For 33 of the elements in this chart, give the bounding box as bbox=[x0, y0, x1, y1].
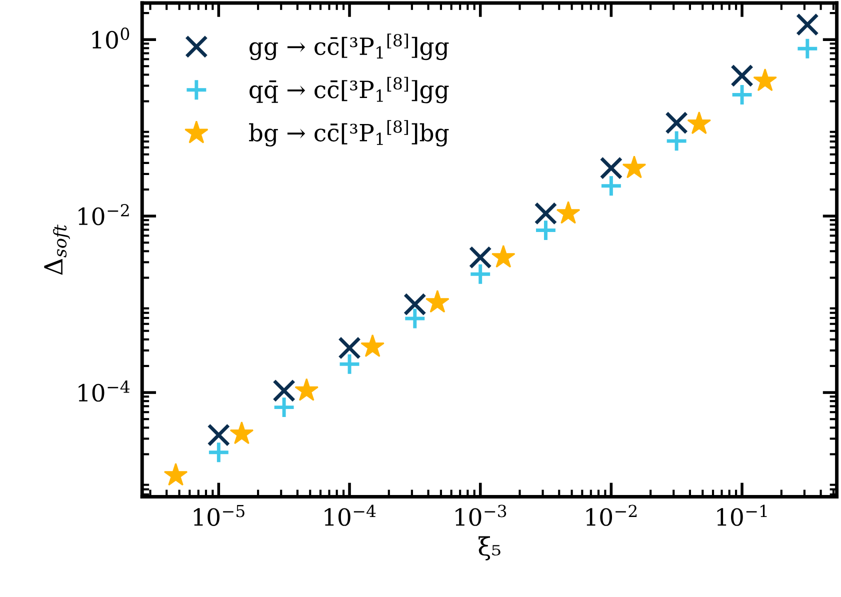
point bbox=[207, 440, 230, 464]
y-tick-label: 10$^{−2}$ bbox=[78, 204, 129, 226]
legend-label: bg → cc̄[³P$_{1}$$^{[8]}$]bg bbox=[249, 120, 449, 146]
y-tick-label: 10$^{−4}$ bbox=[78, 380, 130, 402]
point bbox=[534, 202, 558, 225]
point bbox=[796, 13, 819, 36]
legend-label: gg → cc̄[³P$_{1}$$^{[8]}$]gg bbox=[250, 34, 449, 60]
point bbox=[272, 379, 296, 402]
x-tick-label: 10$^{−5}$ bbox=[194, 504, 244, 526]
point bbox=[796, 37, 819, 60]
point bbox=[403, 292, 426, 316]
y-axis-title: Δ$_{soft}$ bbox=[44, 224, 70, 275]
point bbox=[730, 64, 754, 88]
point bbox=[468, 246, 492, 269]
point bbox=[272, 396, 296, 419]
point bbox=[338, 352, 361, 376]
x-tick-label: 10$^{−4}$ bbox=[324, 504, 376, 526]
point bbox=[338, 336, 361, 360]
point bbox=[665, 130, 688, 152]
point bbox=[665, 111, 688, 134]
point bbox=[730, 83, 754, 106]
point bbox=[600, 174, 623, 198]
legend-label: qq̄ → cc̄[³P$_{1}$$^{[8]}$]gg bbox=[250, 76, 449, 104]
point bbox=[600, 156, 623, 180]
y-tick-label: 10$^{0}$ bbox=[92, 28, 130, 49]
point bbox=[534, 218, 558, 242]
point bbox=[207, 424, 230, 446]
x-tick-label: 10$^{−3}$ bbox=[456, 504, 506, 526]
point bbox=[468, 262, 492, 286]
x-axis-title: ξ₅ bbox=[478, 536, 500, 560]
x-tick-label: 10$^{−2}$ bbox=[586, 504, 637, 526]
point bbox=[403, 307, 426, 330]
x-tick-label: 10$^{−1}$ bbox=[717, 504, 767, 526]
